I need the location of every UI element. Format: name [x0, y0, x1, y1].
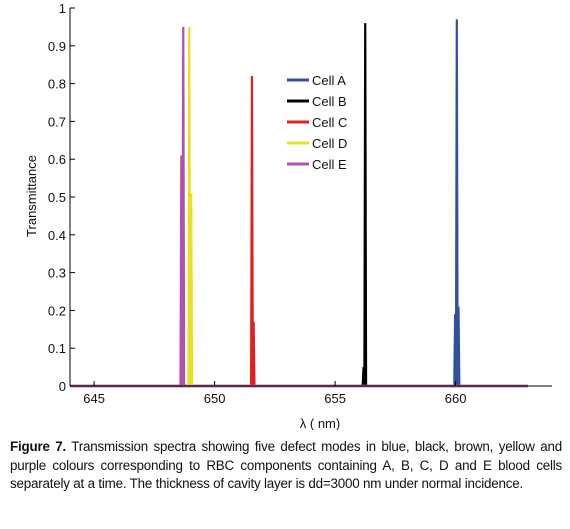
y-tick-label: 1: [59, 1, 66, 16]
plot-area: [70, 8, 552, 386]
legend-label: Cell E: [312, 157, 347, 172]
y-tick-label: 0.9: [48, 39, 66, 54]
y-tick-label: 0.3: [48, 266, 66, 281]
series-line-cell-a: [70, 19, 528, 388]
y-tick-label: 0.1: [48, 341, 66, 356]
y-tick-label: 0.4: [48, 228, 66, 243]
y-tick-label: 0.5: [48, 190, 66, 205]
y-axis-label: Transmittance: [24, 155, 39, 237]
legend-entry-cell-e: Cell E: [287, 157, 347, 172]
axes-layer: 0 0.1 0.2 0.3 0.4 0.5 0.6 0.7 0.8 0.9 1 645 650 655 66…: [48, 1, 552, 406]
legend-label: Cell D: [312, 136, 347, 151]
y-tick-label: 0: [59, 379, 66, 394]
x-tick-label: 650: [204, 391, 226, 406]
y-tick-label: 0.8: [48, 77, 66, 92]
caption-text: Transmission spectra showing five defect…: [10, 439, 562, 491]
y-tick-label: 0.6: [48, 152, 66, 167]
x-axis-label: λ ( nm): [300, 416, 340, 430]
y-tick-label: 0.7: [48, 114, 66, 129]
x-tick-label: 645: [83, 391, 105, 406]
x-tick-label: 660: [445, 391, 467, 406]
x-tick-label: 655: [324, 391, 346, 406]
legend-entry-cell-a: Cell A: [287, 73, 346, 88]
legend: Cell A Cell B Cell C Cell D Cell E: [287, 73, 347, 172]
legend-entry-cell-d: Cell D: [287, 136, 347, 151]
figure-caption: Figure 7. Transmission spectra showing f…: [10, 438, 562, 494]
figure-label: Figure 7.: [10, 439, 66, 454]
legend-label: Cell B: [312, 94, 347, 109]
y-tick-label: 0.2: [48, 303, 66, 318]
transmission-chart: 0 0.1 0.2 0.3 0.4 0.5 0.6 0.7 0.8 0.9 1 645 650 655 66…: [24, 1, 552, 430]
legend-label: Cell A: [312, 73, 346, 88]
legend-label: Cell C: [312, 115, 347, 130]
plot-background: [70, 8, 552, 386]
legend-entry-cell-c: Cell C: [287, 115, 347, 130]
legend-entry-cell-b: Cell B: [287, 94, 347, 109]
